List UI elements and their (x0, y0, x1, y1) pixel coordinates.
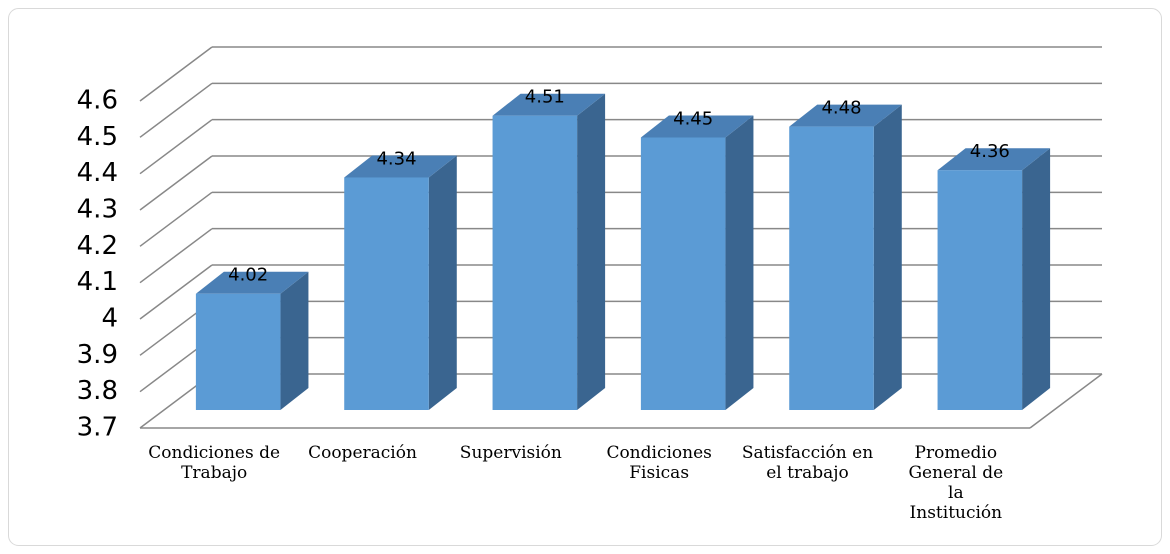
bar-side (577, 93, 606, 410)
bar-top (640, 115, 754, 138)
y-tick-label: 3.7 (77, 413, 118, 443)
bar (195, 293, 281, 410)
value-label: 4.48 (821, 98, 861, 119)
bar (789, 126, 874, 410)
value-label: 4.51 (525, 87, 565, 108)
x-tick-label: Promedio General de la Institución (908, 443, 1004, 523)
bar-top (789, 104, 902, 127)
bar-top (344, 155, 457, 178)
x-tick-label: Supervisión (459, 443, 562, 463)
y-tick-label: 3.9 (77, 340, 118, 370)
bar-top (937, 148, 1051, 171)
y-tick-label: 4.2 (77, 231, 118, 261)
y-tick-label: 4.6 (77, 86, 118, 116)
x-tick-label: Condiciones de Trabajo (148, 443, 281, 483)
y-tick-label: 4.5 (77, 122, 118, 152)
bar-top (195, 271, 309, 294)
grid-diagonal (139, 46, 213, 102)
value-label: 4.36 (970, 141, 1010, 162)
grid-diagonal (139, 264, 213, 320)
bar (344, 177, 429, 410)
y-tick-label: 4.1 (77, 267, 118, 297)
bar (492, 115, 578, 410)
floor-right (1029, 373, 1103, 429)
bar (640, 137, 726, 410)
bar (937, 170, 1023, 410)
grid-diagonal (139, 155, 213, 211)
y-tick-label: 4.4 (77, 158, 118, 188)
bar-top (492, 93, 606, 116)
bar-side (725, 115, 754, 410)
bar-side (873, 104, 902, 410)
grid-diagonal (139, 82, 213, 138)
bar-side (280, 271, 309, 410)
grid-diagonal (139, 119, 213, 175)
grid-diagonal (139, 228, 213, 284)
x-tick-label: Cooperación (308, 443, 417, 463)
y-tick-label: 4 (101, 304, 118, 334)
bar-side (428, 155, 457, 410)
value-label: 4.45 (673, 109, 713, 130)
y-tick-label: 3.8 (77, 376, 118, 406)
bar-side (1022, 148, 1051, 410)
x-tick-label: Satisfacción en el trabajo (741, 443, 874, 483)
grid-diagonal (139, 191, 213, 247)
y-tick-label: 4.3 (77, 195, 118, 225)
value-label: 4.34 (376, 148, 416, 169)
value-label: 4.02 (228, 265, 268, 286)
x-tick-label: Condiciones Fisicas (606, 443, 712, 483)
